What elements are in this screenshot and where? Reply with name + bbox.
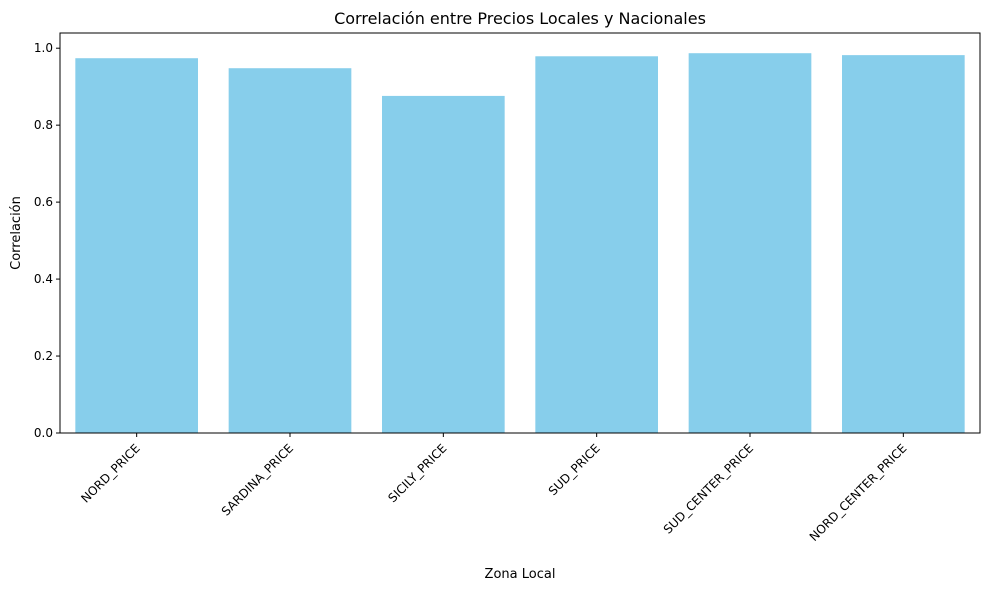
- y-tick-label: 0.8: [34, 118, 53, 132]
- x-tick-label: NORD_CENTER_PRICE: [807, 441, 910, 544]
- bars-layer: [75, 53, 965, 434]
- x-tick-label: SICILY_PRICE: [385, 441, 449, 505]
- y-tick-label: 0.4: [34, 272, 53, 286]
- y-tick-label: 1.0: [34, 41, 53, 55]
- bar-sud-price: [535, 56, 658, 433]
- bar-sardina-price: [228, 68, 352, 434]
- y-axis-label: Correlación: [9, 196, 24, 270]
- chart-title: Correlación entre Precios Locales y Naci…: [334, 9, 706, 28]
- y-tick-label: 0.6: [34, 195, 53, 209]
- x-tick-label: NORD_PRICE: [78, 441, 142, 505]
- y-axis-ticks: 0.0 0.2 0.4 0.6 0.8 1.0: [34, 41, 60, 440]
- x-tick-label: SARDINA_PRICE: [219, 441, 296, 518]
- bar-nord-center-price: [842, 55, 965, 433]
- bar-sud-center-price: [688, 53, 812, 433]
- x-tick-label: SUD_CENTER_PRICE: [661, 441, 756, 536]
- y-tick-label: 0.2: [34, 349, 53, 363]
- plot-frame: [59, 32, 981, 434]
- x-axis-label: Zona Local: [485, 567, 556, 582]
- x-tick-label: SUD_PRICE: [546, 441, 603, 498]
- y-tick-label: 0.0: [34, 426, 53, 440]
- x-axis-ticks: NORD_PRICE SARDINA_PRICE SICILY_PRICE SUD_P…: [78, 433, 909, 544]
- bar-sicily-price: [382, 95, 505, 434]
- bar-nord-price: [75, 58, 198, 433]
